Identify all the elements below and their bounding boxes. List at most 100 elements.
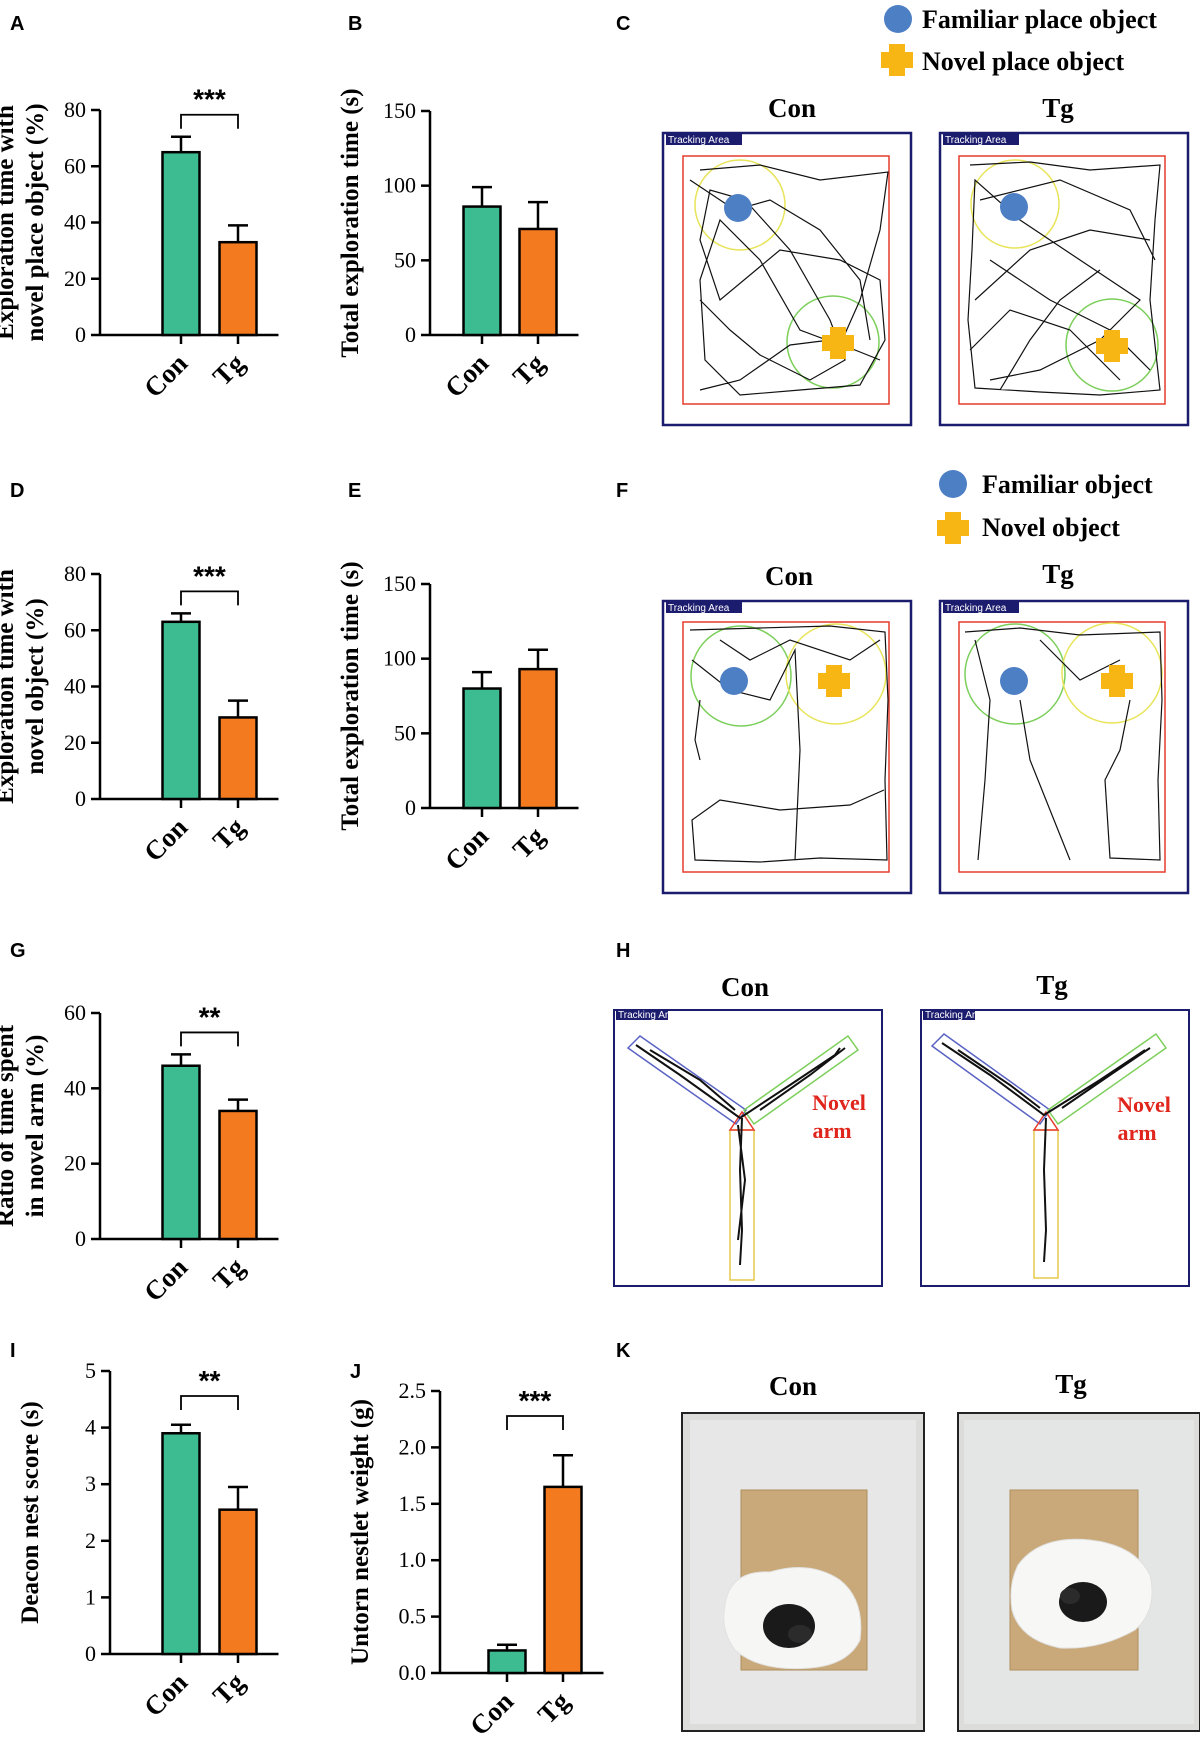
tracking-area-label: Tracking Area <box>618 1010 680 1021</box>
i-significance-bracket <box>180 1395 239 1410</box>
d-y-axis-title: novel object (%) <box>22 598 49 774</box>
d-significance-bracket <box>180 590 239 606</box>
h-con-title: Con <box>721 972 769 1002</box>
panel-letter-c: C <box>616 13 630 35</box>
c-con-novel-icon <box>822 327 854 359</box>
panel-k-nest-photos: K Con Tg <box>616 1340 1200 1732</box>
f-con-arena: Tracking Area <box>661 599 913 895</box>
b-bar-tg <box>518 227 558 337</box>
panel-letter-e: E <box>348 480 361 502</box>
e-x-label-con: Con <box>439 821 494 876</box>
g-y-tick-label: 60 <box>64 1000 86 1025</box>
j-y-tick-label: 0.0 <box>399 1660 427 1685</box>
j-significance-label: *** <box>519 1385 552 1416</box>
d-y-tick-label: 40 <box>64 674 86 699</box>
a-significance-label: *** <box>193 84 226 115</box>
panel-f-tracking: F Familiar object Novel object Con Tg Tr… <box>616 470 1190 895</box>
a-x-label-con: Con <box>138 348 193 403</box>
f-con-title: Con <box>765 561 813 591</box>
f-tg-path <box>964 627 1163 861</box>
e-bar-con <box>462 687 502 810</box>
f-con-path <box>689 625 889 863</box>
a-y-axis-title: Exploration time with <box>0 105 19 340</box>
b-x-label-con: Con <box>439 348 494 403</box>
b-y-axis-title: Total exploration time (s) <box>337 88 364 357</box>
j-x-label-con: Con <box>464 1686 519 1741</box>
g-bar-tg <box>218 1109 258 1241</box>
b-y-tick-label: 0 <box>405 322 416 347</box>
a-y-tick-label: 60 <box>64 153 86 178</box>
panel-h-ymaze: H Con Tg Tracking Area Novel arm Trackin… <box>613 940 1190 1287</box>
panel-letter-j: J <box>350 1361 361 1383</box>
i-y-tick-label: 2 <box>85 1528 96 1553</box>
a-y-axis-title: novel place object (%) <box>22 103 49 341</box>
b-x-label-tg: Tg <box>507 348 551 392</box>
c-tg-novel-icon <box>1096 330 1128 362</box>
familiar-object-marker-icon <box>939 470 967 498</box>
tracking-area-label: Tracking Area <box>668 603 730 614</box>
j-x-label-tg: Tg <box>532 1686 576 1730</box>
b-y-tick-label: 50 <box>394 247 416 272</box>
i-x-label-con: Con <box>138 1667 193 1722</box>
legend-novel-place: Novel place object <box>922 47 1125 76</box>
d-bar-con <box>161 620 201 801</box>
tracking-area-label: Tracking Area <box>668 135 730 146</box>
g-y-axis-title: in novel arm (%) <box>22 1035 49 1218</box>
c-tg-arena: Tracking Area <box>938 131 1190 427</box>
g-y-axis-title: Ratio of time spent <box>0 1024 19 1227</box>
f-con-novel-icon <box>818 665 850 697</box>
j-bar-con <box>487 1649 527 1675</box>
g-x-label-tg: Tg <box>207 1252 251 1296</box>
panel-letter-i: I <box>10 1340 16 1362</box>
j-y-tick-label: 2.5 <box>399 1378 427 1403</box>
d-y-tick-label: 60 <box>64 617 86 642</box>
d-significance-label: *** <box>193 560 226 591</box>
g-y-tick-label: 20 <box>64 1151 86 1176</box>
tracking-area-label: Tracking Area <box>945 135 1007 146</box>
j-y-tick-label: 1.5 <box>399 1491 427 1516</box>
panel-e-chart: E 0 50 100 150 Total exploration time (s) Con… <box>337 480 579 876</box>
legend-novel-object: Novel object <box>982 513 1120 542</box>
e-y-tick-label: 150 <box>383 571 416 596</box>
d-y-tick-label: 0 <box>75 786 86 811</box>
k-tg-photo <box>957 1412 1200 1732</box>
f-tg-title: Tg <box>1042 559 1074 589</box>
d-x-label-con: Con <box>138 812 193 867</box>
panel-g-chart: G 0 20 40 60 Ratio of time spent in novel arm… <box>0 940 279 1307</box>
g-x-label-con: Con <box>138 1252 193 1307</box>
i-y-tick-label: 3 <box>85 1471 96 1496</box>
a-y-tick-label: 0 <box>75 322 86 347</box>
d-y-tick-label: 80 <box>64 561 86 586</box>
d-bar-tg <box>218 716 258 801</box>
c-con-arena: Tracking Area <box>661 131 913 427</box>
panel-letter-k: K <box>616 1340 631 1362</box>
panel-letter-h: H <box>616 940 630 962</box>
g-y-tick-label: 0 <box>75 1226 86 1251</box>
k-con-title: Con <box>769 1371 817 1401</box>
a-significance-bracket <box>180 113 239 129</box>
g-bar-con <box>161 1064 201 1241</box>
tracking-area-label: Tracking Area <box>925 1010 987 1021</box>
i-y-tick-label: 0 <box>85 1641 96 1666</box>
j-y-tick-label: 0.5 <box>399 1604 427 1629</box>
a-y-tick-label: 40 <box>64 210 86 235</box>
panel-letter-b: B <box>348 13 362 35</box>
a-x-label-tg: Tg <box>207 348 251 392</box>
c-tg-familiar-icon <box>1000 193 1028 221</box>
panel-c-tracking: C Familiar place object Novel place obje… <box>616 5 1190 427</box>
f-tg-novel-icon <box>1101 665 1133 697</box>
d-x-label-tg: Tg <box>207 812 251 856</box>
f-tg-familiar-icon <box>1000 667 1028 695</box>
h-tg-novel-arm-line2: arm <box>1117 1120 1156 1145</box>
b-bar-con <box>462 205 502 337</box>
j-y-tick-label: 1.0 <box>399 1547 427 1572</box>
a-y-tick-label: 80 <box>64 97 86 122</box>
d-y-tick-label: 20 <box>64 730 86 755</box>
e-y-tick-label: 0 <box>405 795 416 820</box>
d-y-axis-title: Exploration time with <box>0 569 19 804</box>
j-y-axis-title: Untorn nestlet weight (g) <box>347 1399 374 1665</box>
i-x-label-tg: Tg <box>207 1667 251 1711</box>
panel-i-chart: I 0 1 2 3 4 5 Deacon nest score (s) Con Tg ** <box>10 1340 279 1722</box>
